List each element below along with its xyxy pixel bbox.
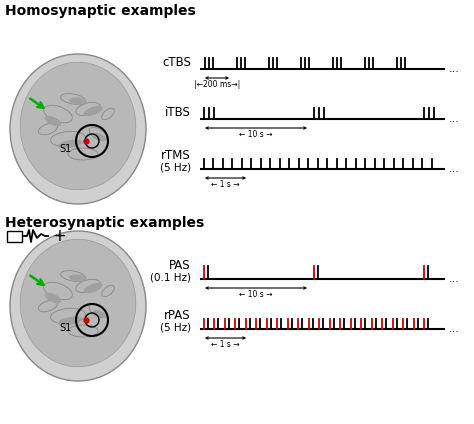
- Text: |←200 ms→|: |←200 ms→|: [194, 80, 240, 89]
- FancyBboxPatch shape: [8, 231, 22, 242]
- Text: iTBS: iTBS: [165, 106, 191, 120]
- Ellipse shape: [58, 316, 82, 326]
- Text: ...: ...: [449, 114, 460, 124]
- Ellipse shape: [45, 116, 61, 126]
- Ellipse shape: [69, 274, 87, 282]
- Text: (0.1 Hz): (0.1 Hz): [150, 272, 191, 282]
- Ellipse shape: [10, 54, 146, 204]
- Text: (5 Hz): (5 Hz): [160, 162, 191, 172]
- Text: ...: ...: [449, 64, 460, 74]
- Text: ← 10 s →: ← 10 s →: [239, 130, 273, 139]
- Ellipse shape: [93, 133, 107, 141]
- Text: Heterosynaptic examples: Heterosynaptic examples: [5, 216, 204, 230]
- Ellipse shape: [10, 231, 146, 381]
- Text: ...: ...: [449, 274, 460, 284]
- Text: cTBS: cTBS: [162, 56, 191, 70]
- Text: (5 Hz): (5 Hz): [160, 322, 191, 332]
- Ellipse shape: [83, 106, 102, 116]
- Ellipse shape: [20, 62, 136, 190]
- Text: S1: S1: [60, 323, 72, 333]
- Ellipse shape: [58, 139, 82, 148]
- Text: S1: S1: [60, 144, 72, 154]
- Ellipse shape: [83, 283, 102, 293]
- Text: ...: ...: [449, 324, 460, 334]
- Text: PAS: PAS: [169, 259, 191, 272]
- Text: rPAS: rPAS: [164, 309, 191, 322]
- Ellipse shape: [69, 98, 87, 105]
- Text: rTMS: rTMS: [161, 149, 191, 162]
- Ellipse shape: [20, 239, 136, 367]
- Ellipse shape: [93, 310, 107, 318]
- Text: ← 10 s →: ← 10 s →: [239, 290, 273, 299]
- Text: +: +: [52, 227, 66, 245]
- Text: ...: ...: [449, 164, 460, 174]
- Text: ← 1 s →: ← 1 s →: [211, 340, 240, 349]
- Ellipse shape: [45, 293, 61, 303]
- Text: ← 1 s →: ← 1 s →: [211, 180, 240, 189]
- Text: Homosynaptic examples: Homosynaptic examples: [5, 4, 196, 18]
